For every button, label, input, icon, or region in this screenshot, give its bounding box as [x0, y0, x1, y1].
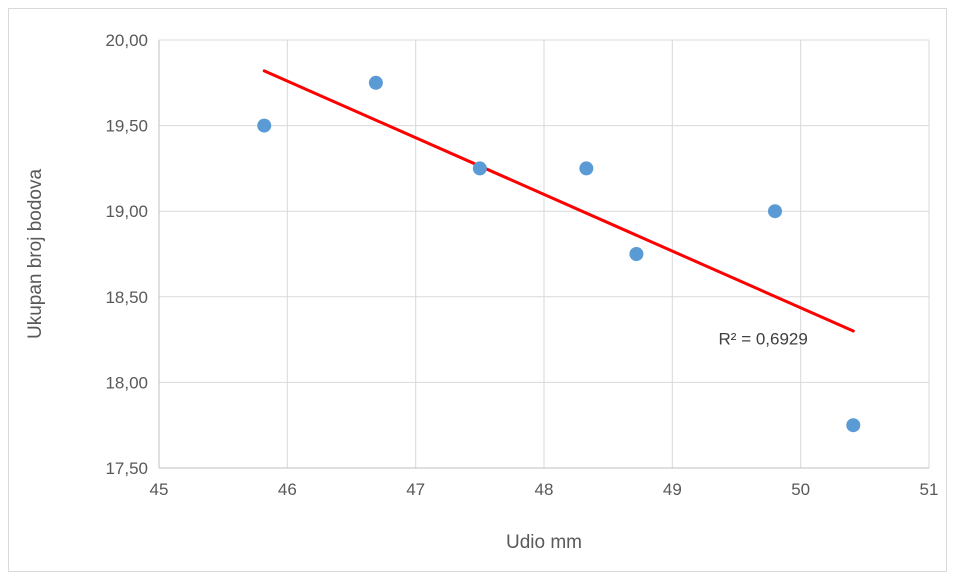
- data-point: [257, 118, 272, 133]
- x-tick-label: 50: [791, 480, 810, 499]
- x-axis-title: Udio mm: [506, 532, 582, 553]
- x-tick-label: 51: [920, 480, 939, 499]
- axes: [158, 40, 929, 469]
- data-points: [257, 75, 861, 433]
- x-tick-label: 48: [535, 480, 554, 499]
- y-tick-label: 20,00: [105, 31, 148, 50]
- x-tick-labels: 45 46 47 48 49 50 51: [150, 480, 939, 499]
- y-axis-title: Ukupan broj bodova: [25, 169, 46, 339]
- trendline: [262, 69, 855, 333]
- data-point: [846, 418, 861, 433]
- x-tick-label: 47: [406, 480, 425, 499]
- data-point: [768, 204, 782, 219]
- data-point: [629, 247, 644, 261]
- data-point: [579, 161, 594, 176]
- chart-frame: [8, 8, 947, 572]
- r-squared-annotation: R² = 0,6929: [719, 330, 808, 349]
- x-tick-label: 45: [150, 480, 169, 499]
- y-tick-label: 19,00: [105, 202, 148, 221]
- x-tick-label: 49: [663, 480, 682, 499]
- y-tick-labels: 17,50 18,00 18,50 19,00 19,50 20,00: [105, 31, 148, 478]
- y-tick-label: 18,00: [105, 373, 148, 392]
- x-tick-label: 46: [278, 480, 297, 499]
- data-point: [472, 161, 487, 176]
- y-tick-label: 17,50: [105, 459, 148, 478]
- gridlines: [159, 39, 930, 468]
- y-tick-label: 19,50: [105, 117, 148, 136]
- data-point: [368, 75, 383, 90]
- y-tick-label: 18,50: [105, 288, 148, 307]
- trendline-group: [262, 69, 855, 333]
